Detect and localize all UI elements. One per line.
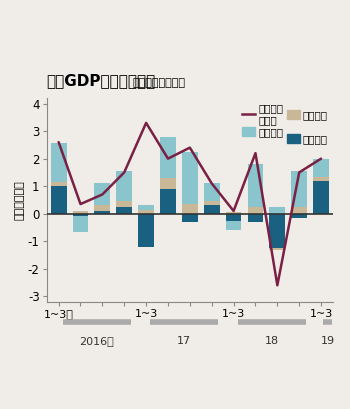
Bar	[116, 201, 132, 207]
Bar	[313, 159, 329, 177]
Bar	[247, 214, 263, 222]
Text: 19: 19	[321, 337, 335, 346]
Bar	[204, 201, 219, 205]
Text: （前期比、年率）: （前期比、年率）	[133, 79, 186, 88]
Bar	[204, 183, 219, 201]
Bar	[51, 186, 66, 214]
Bar	[138, 209, 154, 214]
Bar	[51, 182, 66, 186]
Bar	[291, 214, 307, 218]
Bar	[138, 205, 154, 209]
Bar	[116, 207, 132, 214]
Bar	[270, 207, 285, 214]
Bar	[247, 164, 263, 207]
Legend: 実質経済
成長率, 民間需要, , 公的需要, , 海外需要: 実質経済 成長率, 民間需要, , 公的需要, , 海外需要	[243, 103, 328, 149]
Bar	[160, 137, 176, 178]
Bar	[94, 211, 110, 214]
Bar	[226, 214, 241, 220]
Bar	[72, 214, 88, 216]
Bar	[182, 214, 198, 222]
Bar	[291, 207, 307, 214]
Bar	[270, 214, 285, 248]
Bar	[291, 171, 307, 207]
Bar	[160, 189, 176, 214]
Bar	[247, 207, 263, 214]
Bar	[72, 211, 88, 214]
Y-axis label: ％、ポイント: ％、ポイント	[15, 180, 25, 220]
Bar	[116, 171, 132, 201]
Bar	[51, 144, 66, 182]
Text: 18: 18	[265, 337, 279, 346]
Bar	[138, 214, 154, 247]
Bar	[270, 248, 285, 249]
Text: 17: 17	[177, 337, 191, 346]
Bar	[182, 204, 198, 214]
Bar	[204, 205, 219, 214]
Bar	[160, 178, 176, 189]
Text: 2016年: 2016年	[79, 337, 114, 346]
Bar	[226, 212, 241, 214]
Bar	[313, 177, 329, 181]
Bar	[94, 183, 110, 205]
Text: 実質GDP増減率の内訳: 実質GDP増減率の内訳	[47, 74, 156, 88]
Bar	[313, 181, 329, 214]
Bar	[226, 220, 241, 230]
Bar	[182, 152, 198, 204]
Bar	[72, 216, 88, 231]
Bar	[94, 205, 110, 211]
